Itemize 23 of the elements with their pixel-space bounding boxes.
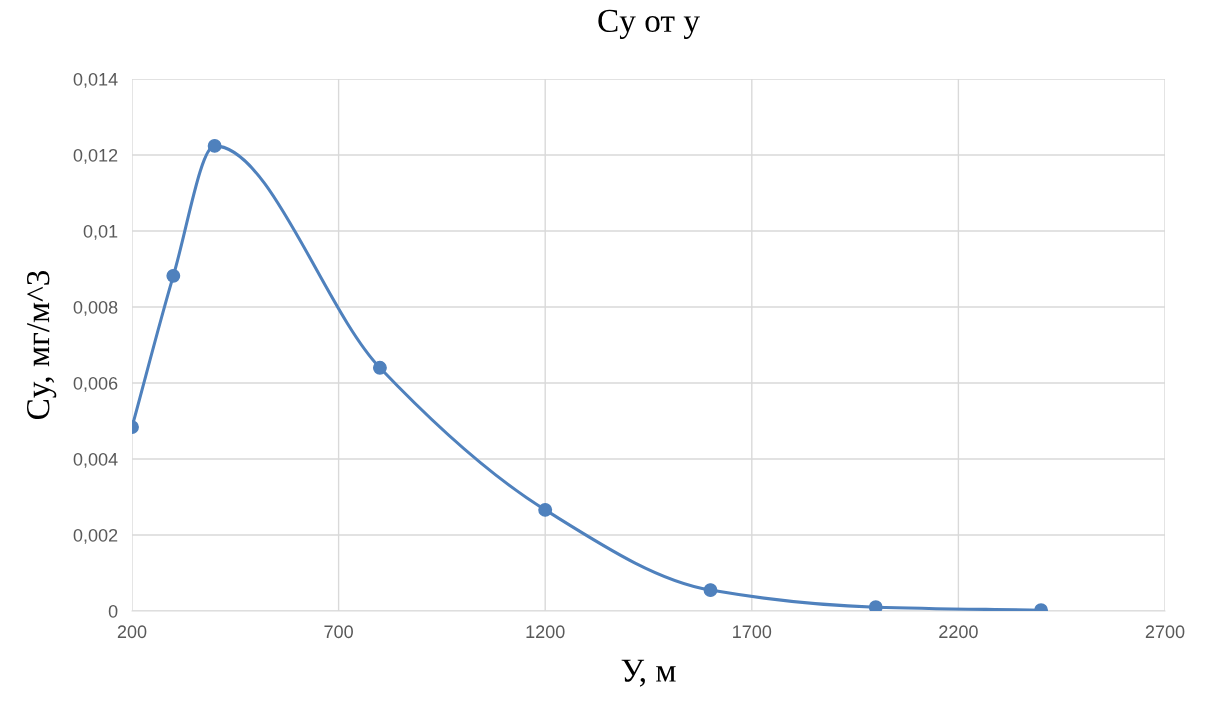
point: [703, 583, 718, 598]
y-tick-label: 0,006: [73, 376, 118, 392]
y-tick-label: 0,008: [73, 300, 118, 316]
y-tick-label: 0,012: [73, 148, 118, 164]
x-tick-label: 1200: [526, 625, 565, 639]
y-tick-label: 0,004: [73, 452, 118, 468]
x-tick-label: 1700: [733, 625, 772, 639]
y-tick-label: 0: [108, 604, 118, 618]
x-tick-label: 700: [324, 625, 353, 639]
point: [372, 360, 387, 375]
chart-title: Cy от y: [598, 9, 700, 39]
y-axis-title: Cy, мг/м^3: [27, 270, 57, 420]
x-tick-label: 200: [117, 625, 147, 639]
y-tick-label: 0,002: [73, 528, 118, 544]
point: [868, 600, 883, 611]
y-tick-label: 0,01: [83, 224, 118, 240]
point: [538, 502, 553, 517]
x-tick-label: 2200: [939, 625, 978, 639]
point: [207, 138, 222, 153]
point: [166, 268, 181, 283]
y-tick-label: 0,014: [73, 72, 118, 88]
x-tick-label: 2700: [1145, 625, 1185, 639]
x-axis-title: У, м: [621, 659, 676, 687]
